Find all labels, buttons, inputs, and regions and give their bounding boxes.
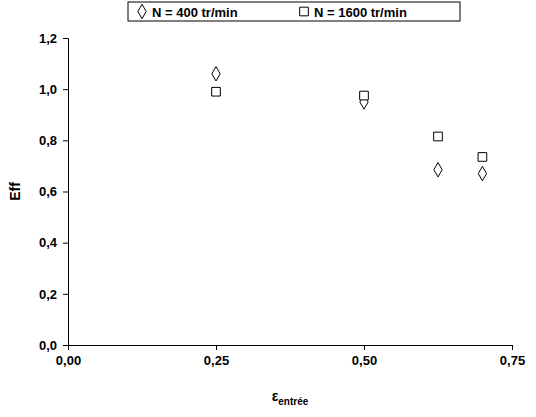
y-tick-label: 1,0 xyxy=(39,82,57,97)
x-axis-title: εentrée xyxy=(272,388,309,407)
x-tick-mark xyxy=(364,345,365,350)
x-axis-title-sub: entrée xyxy=(278,396,308,407)
y-axis-title: Eff xyxy=(7,182,23,201)
y-tick-label: 1,2 xyxy=(39,31,57,46)
x-tick: 0,00 xyxy=(56,345,81,368)
legend: N = 400 tr/min N = 1600 tr/min xyxy=(128,2,460,21)
y-tick: 0,2 xyxy=(39,286,68,301)
x-axis: 0,00 0,25 0,50 0,75 xyxy=(56,345,525,368)
series xyxy=(212,67,487,181)
y-axis: 0,0 0,2 0,4 0,6 0,8 1,0 1,2 xyxy=(39,31,69,353)
y-tick: 0,4 xyxy=(39,235,68,250)
legend-label: N = 1600 tr/min xyxy=(314,5,407,20)
legend-marker xyxy=(300,7,309,16)
y-tick-mark xyxy=(63,243,68,244)
legend-label: N = 400 tr/min xyxy=(152,5,238,20)
point xyxy=(360,91,369,100)
x-tick-mark xyxy=(512,345,513,350)
point xyxy=(478,153,487,162)
y-tick: 0,6 xyxy=(39,184,68,199)
y-tick-label: 0,0 xyxy=(39,338,57,353)
x-tick-label: 0,00 xyxy=(56,353,81,368)
x-tick-label: 0,50 xyxy=(352,353,377,368)
y-tick-mark xyxy=(63,89,68,90)
x-axis-line xyxy=(69,346,513,351)
y-tick-mark xyxy=(63,294,68,295)
x-tick-mark xyxy=(216,345,217,350)
x-tick: 0,50 xyxy=(352,345,377,368)
x-tick-label: 0,75 xyxy=(500,353,525,368)
point xyxy=(212,87,221,96)
x-tick-label: 0,25 xyxy=(204,353,229,368)
y-tick-label: 0,8 xyxy=(39,133,57,148)
plot: 0,00 0,25 0,50 0,75 0,0 0,2 0,4 0,6 0,8 1,0 1,2 xyxy=(39,31,525,369)
legend-marker xyxy=(138,4,146,18)
y-tick: 0,8 xyxy=(39,133,68,148)
y-tick: 0,0 xyxy=(39,338,68,353)
y-tick-mark xyxy=(63,140,68,141)
point xyxy=(478,166,486,180)
y-tick-mark xyxy=(63,38,68,39)
legend-box xyxy=(128,2,460,21)
y-tick-label: 0,4 xyxy=(39,235,58,250)
points xyxy=(212,67,487,181)
y-tick-mark xyxy=(63,345,68,346)
chart: 0,00 0,25 0,50 0,75 0,0 0,2 0,4 0,6 0,8 1,0 1,2 εen… xyxy=(0,0,536,417)
y-tick-label: 0,2 xyxy=(39,286,57,301)
y-axis-line xyxy=(63,39,69,346)
x-tick: 0,75 xyxy=(500,345,525,368)
point xyxy=(212,67,220,81)
point xyxy=(434,163,442,177)
y-tick: 1,0 xyxy=(39,82,68,97)
series xyxy=(212,87,487,161)
y-tick-label: 0,6 xyxy=(39,184,57,199)
y-tick-mark xyxy=(63,192,68,193)
y-tick: 1,2 xyxy=(39,31,68,46)
point xyxy=(434,132,443,141)
x-tick: 0,25 xyxy=(204,345,229,368)
